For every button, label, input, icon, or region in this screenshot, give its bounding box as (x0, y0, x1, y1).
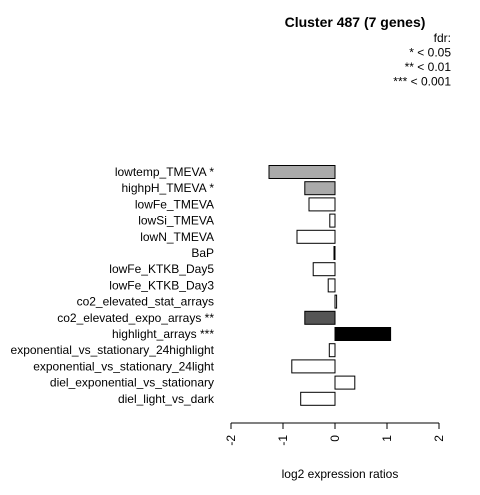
bar (334, 375, 356, 390)
category-label: lowtemp_TMEVA * (115, 165, 214, 179)
bar (327, 278, 336, 293)
legend-entry: ** < 0.01 (405, 60, 452, 74)
bar (312, 262, 336, 277)
x-axis: -2 -1 0 1 2 (224, 422, 446, 446)
legend-entry: * < 0.05 (409, 46, 451, 60)
bar (308, 197, 336, 212)
category-labels: lowtemp_TMEVA * highpH_TMEVA * lowFe_TMEVA… (11, 165, 215, 406)
x-tick-label: 0 (328, 435, 342, 442)
category-label: co2_elevated_expo_arrays ** (57, 311, 214, 325)
bar (296, 229, 336, 244)
category-label: highlight_arrays *** (112, 327, 214, 341)
category-label: lowFe_TMEVA (135, 197, 214, 211)
x-tick-label: 1 (380, 435, 394, 442)
x-tick-label: 2 (432, 435, 446, 442)
bar (304, 310, 336, 325)
x-tick-label: -2 (224, 435, 238, 446)
bar (329, 213, 336, 228)
bar (334, 294, 338, 309)
x-axis-label: log2 expression ratios (282, 467, 399, 481)
category-label: exponential_vs_stationary_24highlight (11, 343, 215, 357)
category-label: exponential_vs_stationary_24light (33, 359, 214, 373)
category-label: diel_exponential_vs_stationary (50, 376, 214, 390)
bars (268, 165, 392, 406)
category-label: diel_light_vs_dark (118, 392, 215, 406)
bar (291, 359, 336, 374)
bar (268, 165, 336, 179)
bar (300, 391, 336, 406)
legend-entry: *** < 0.001 (393, 75, 451, 89)
chart-title: Cluster 487 (7 genes) (285, 14, 426, 30)
bar (334, 327, 392, 341)
bar (333, 246, 336, 260)
category-label: lowSi_TMEVA (138, 214, 214, 228)
x-tick-label: -1 (276, 435, 290, 446)
category-label: lowFe_KTKB_Day3 (109, 278, 214, 292)
legend-entry: fdr: (434, 31, 451, 45)
bar (304, 181, 336, 196)
category-label: lowFe_KTKB_Day5 (109, 262, 214, 276)
category-label: highpH_TMEVA * (122, 181, 215, 195)
category-label: BaP (191, 246, 214, 260)
category-label: co2_elevated_stat_arrays (77, 295, 214, 309)
bar (328, 343, 336, 358)
legend: fdr:* < 0.05** < 0.01*** < 0.001 (393, 31, 451, 89)
category-label: lowN_TMEVA (140, 230, 214, 244)
